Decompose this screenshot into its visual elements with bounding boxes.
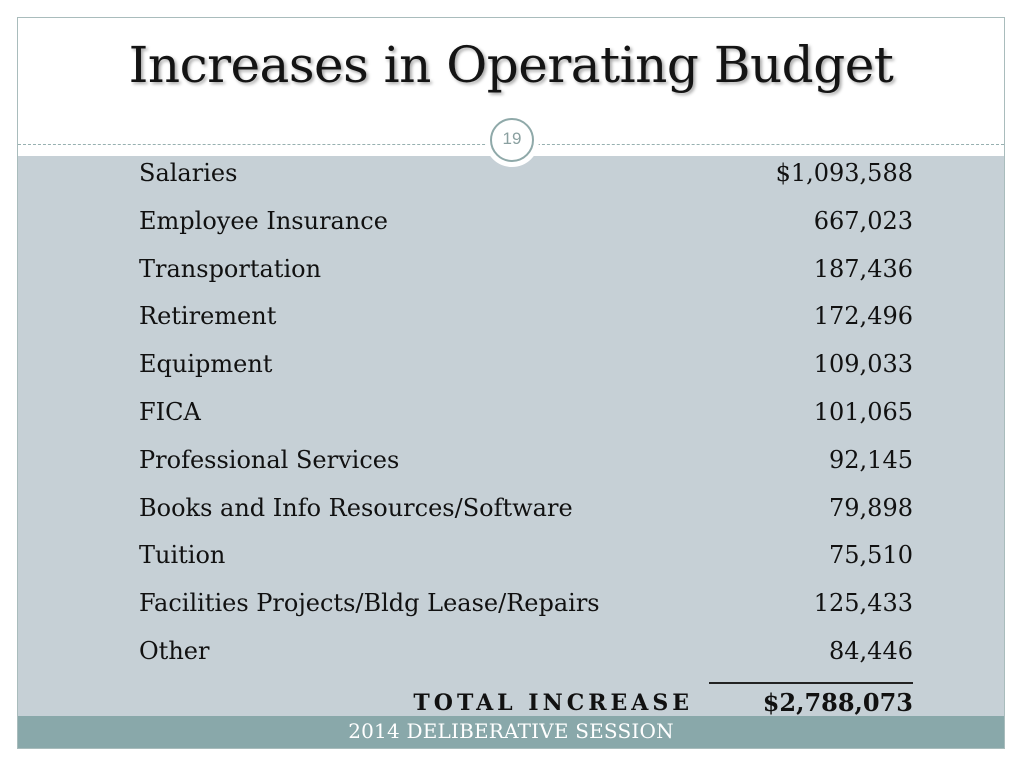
row-amount: 75,510 bbox=[829, 541, 913, 570]
row-amount: 109,033 bbox=[813, 350, 913, 379]
table-row: Professional Services 92,145 bbox=[139, 443, 913, 491]
total-row: TOTAL INCREASE $2,788,073 bbox=[139, 681, 913, 730]
page-number-badge: 19 bbox=[485, 113, 539, 167]
table-row: Retirement 172,496 bbox=[139, 299, 913, 347]
row-label: Books and Info Resources/Software bbox=[139, 493, 573, 522]
budget-table: Salaries $1,093,588 Employee Insurance 6… bbox=[139, 156, 913, 730]
total-label: TOTAL INCREASE bbox=[413, 689, 693, 716]
table-row: Other 84,446 bbox=[139, 634, 913, 682]
row-amount: 172,496 bbox=[813, 302, 913, 331]
row-label: Other bbox=[139, 636, 210, 665]
total-amount: $2,788,073 bbox=[762, 687, 913, 717]
slide-title: Increases in Operating Budget bbox=[128, 36, 894, 94]
row-label: Facilities Projects/Bldg Lease/Repairs bbox=[139, 589, 600, 618]
row-label: Tuition bbox=[139, 541, 226, 570]
row-label: Employee Insurance bbox=[139, 206, 388, 235]
table-row: Books and Info Resources/Software 79,898 bbox=[139, 491, 913, 539]
table-row: Tuition 75,510 bbox=[139, 538, 913, 586]
row-amount: 101,065 bbox=[813, 397, 913, 426]
table-row: FICA 101,065 bbox=[139, 395, 913, 443]
row-label: Retirement bbox=[139, 302, 277, 331]
content-area: Salaries $1,093,588 Employee Insurance 6… bbox=[18, 156, 1004, 717]
slide-frame: Increases in Operating Budget Salaries $… bbox=[17, 17, 1005, 749]
row-amount: 79,898 bbox=[829, 493, 913, 522]
table-row: Salaries $1,093,588 bbox=[139, 156, 913, 204]
total-underline bbox=[709, 681, 913, 684]
row-label: Transportation bbox=[139, 254, 322, 283]
row-label: Equipment bbox=[139, 350, 273, 379]
table-row: Facilities Projects/Bldg Lease/Repairs 1… bbox=[139, 586, 913, 634]
row-label: FICA bbox=[139, 397, 201, 426]
page-number: 19 bbox=[490, 118, 534, 162]
row-amount: 125,433 bbox=[813, 589, 913, 618]
row-amount: 92,145 bbox=[829, 445, 913, 474]
table-row: Employee Insurance 667,023 bbox=[139, 204, 913, 252]
row-label: Professional Services bbox=[139, 445, 400, 474]
row-amount: 84,446 bbox=[829, 636, 913, 665]
footer-text: 2014 DELIBERATIVE SESSION bbox=[348, 719, 674, 743]
row-amount: $1,093,588 bbox=[775, 159, 913, 187]
table-row: Transportation 187,436 bbox=[139, 252, 913, 300]
table-row: Equipment 109,033 bbox=[139, 347, 913, 395]
row-amount: 667,023 bbox=[813, 206, 913, 235]
slide-footer: 2014 DELIBERATIVE SESSION bbox=[18, 716, 1004, 748]
row-label: Salaries bbox=[139, 159, 238, 187]
row-amount: 187,436 bbox=[813, 254, 913, 283]
